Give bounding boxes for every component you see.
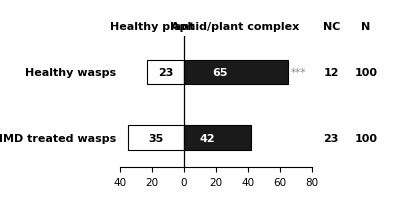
Text: 23: 23 bbox=[324, 133, 339, 143]
Text: 12: 12 bbox=[324, 68, 339, 78]
Text: Healthy wasps: Healthy wasps bbox=[25, 68, 116, 78]
Text: NC: NC bbox=[322, 22, 340, 31]
Text: 35: 35 bbox=[148, 133, 164, 143]
Bar bbox=[147, 60, 184, 85]
Text: 65: 65 bbox=[213, 68, 228, 78]
Text: 23: 23 bbox=[158, 68, 173, 78]
Bar bbox=[184, 125, 251, 150]
Text: IMD treated wasps: IMD treated wasps bbox=[0, 133, 116, 143]
Text: Aphid/plant complex: Aphid/plant complex bbox=[171, 22, 299, 31]
Text: ***: *** bbox=[290, 68, 306, 78]
Bar bbox=[128, 125, 184, 150]
Text: N: N bbox=[361, 22, 370, 31]
Text: 100: 100 bbox=[354, 133, 377, 143]
Text: 100: 100 bbox=[354, 68, 377, 78]
Text: Healthy plant: Healthy plant bbox=[110, 22, 194, 31]
Bar bbox=[184, 60, 288, 85]
Text: 42: 42 bbox=[200, 133, 215, 143]
